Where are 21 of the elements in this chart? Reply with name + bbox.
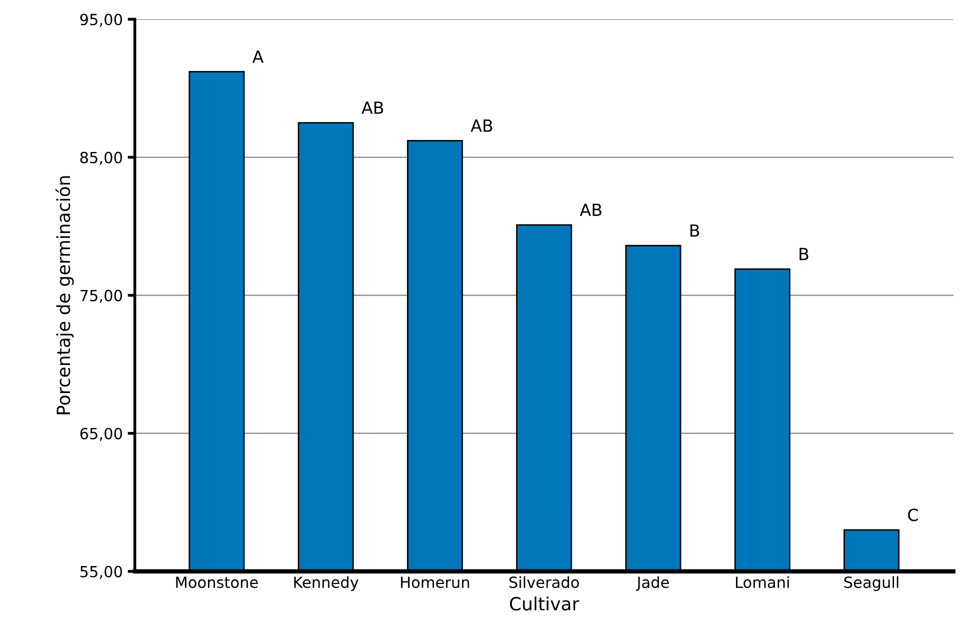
x-axis-title: Cultivar [510,596,580,611]
y-tick-label: 55,00 [80,566,122,579]
annotation: B [690,224,700,237]
y-axis-title: Porcentaje de germinación [56,176,74,414]
annotation: AB [470,120,492,132]
y-tick-label: 95,00 [80,14,122,27]
x-tick-label: Seagull [844,576,898,592]
x-tick-label: Lomani [736,576,789,588]
x-tick-label: Kennedy [294,576,358,592]
y-tick-label: 65,00 [80,428,122,441]
y-tick-label: 75,00 [80,290,122,303]
y-tick-label: 85,00 [80,152,122,165]
x-tick-label: Silverado [509,576,579,588]
annotation: B [800,248,808,260]
x-tick-label: Homerun [401,576,470,588]
annotation: C [908,508,918,522]
x-tick-label: Jade [636,576,669,591]
annotation: AB [580,204,602,216]
annotation: AB [362,102,384,114]
annotation: A [252,50,264,63]
x-tick-label: Moonstone [176,576,258,588]
